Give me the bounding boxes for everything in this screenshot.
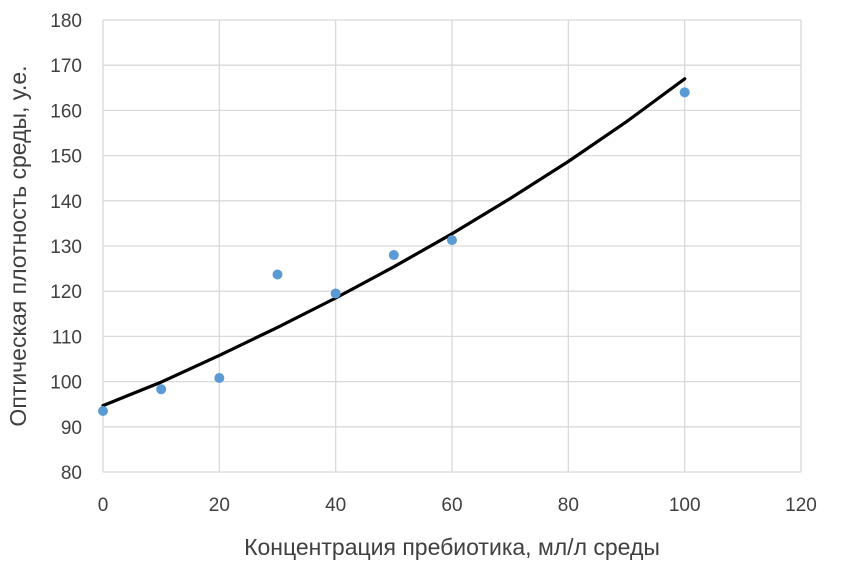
data-points <box>98 87 690 416</box>
data-point <box>447 235 457 246</box>
y-tick-label: 130 <box>50 237 82 258</box>
y-tick-label: 150 <box>50 147 82 168</box>
x-tick-label: 80 <box>558 495 579 516</box>
y-tick-label: 80 <box>61 463 82 484</box>
x-tick-label: 60 <box>441 495 462 516</box>
x-tick-label: 20 <box>209 495 230 516</box>
data-point <box>98 405 108 416</box>
trendline <box>101 77 687 408</box>
x-tick-label: 0 <box>98 495 109 516</box>
y-tick-label: 100 <box>50 373 82 394</box>
grid-lines <box>102 19 802 473</box>
data-point <box>156 384 167 395</box>
x-tick-label: 120 <box>785 495 817 516</box>
y-tick-label: 120 <box>50 282 82 303</box>
y-tick-label: 170 <box>50 56 82 77</box>
y-tick-label: 160 <box>50 101 82 122</box>
y-axis-title: Оптическая плотность среды, у.е. <box>5 65 31 426</box>
data-point <box>214 372 225 383</box>
trendline-path <box>101 77 687 408</box>
y-tick-label: 110 <box>52 327 82 348</box>
data-point <box>330 288 341 299</box>
x-axis-title: Концентрация пребиотика, мл/л среды <box>244 534 660 560</box>
y-tick-label: 90 <box>61 418 82 439</box>
y-tick-label: 180 <box>50 11 82 32</box>
data-point <box>388 250 399 261</box>
data-point <box>679 87 690 98</box>
y-axis-ticks: 80 90 100 110 120 130 140 150 160 170 180 <box>50 11 82 484</box>
data-point <box>272 269 283 280</box>
x-tick-label: 40 <box>325 495 346 516</box>
x-tick-label: 100 <box>669 495 701 516</box>
x-axis-ticks: 0 20 40 60 80 100 120 <box>98 495 817 516</box>
y-tick-label: 140 <box>50 192 82 213</box>
